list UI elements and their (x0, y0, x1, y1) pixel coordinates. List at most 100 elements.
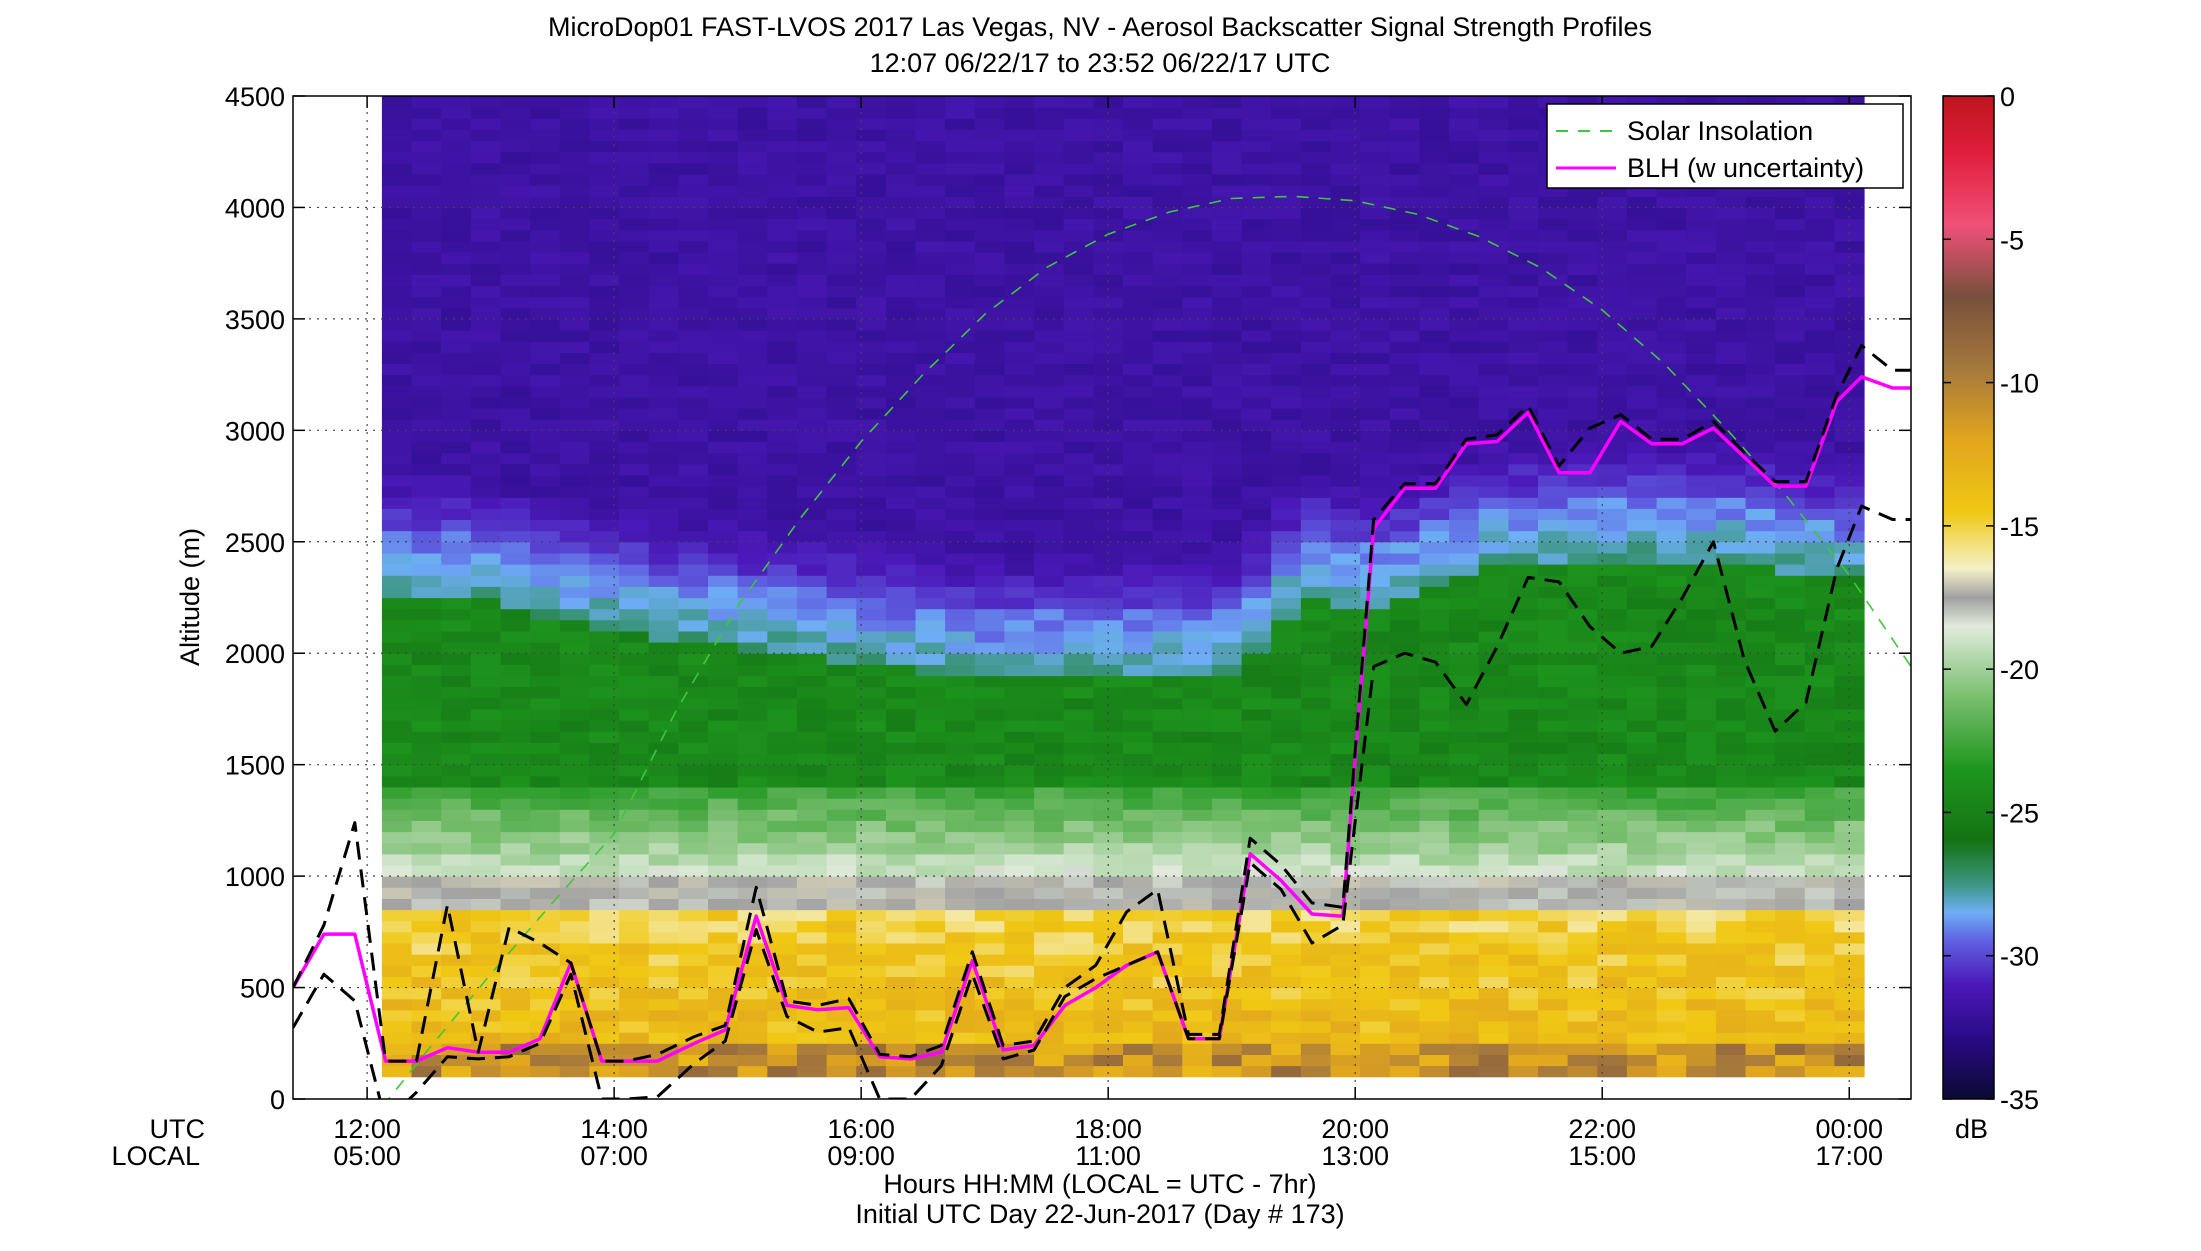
heatmap-cell (470, 1043, 502, 1055)
heatmap-cell (1419, 987, 1450, 1000)
heatmap-cell (1123, 965, 1154, 977)
heatmap-cell (1063, 474, 1094, 487)
heatmap-cell (1271, 575, 1302, 587)
heatmap-cell (1834, 352, 1865, 364)
heatmap-cell (826, 107, 857, 119)
heatmap-cell (1597, 196, 1628, 208)
heatmap-cell (915, 664, 946, 677)
heatmap-cell (1123, 419, 1154, 431)
heatmap-cell (559, 775, 590, 788)
heatmap-cell (915, 441, 946, 454)
heatmap-cell (826, 708, 857, 721)
heatmap-cell (648, 708, 679, 721)
heatmap-cell (1241, 118, 1272, 130)
heatmap-cell (648, 240, 679, 253)
heatmap-cell (500, 107, 531, 119)
heatmap-cell (1182, 151, 1213, 164)
heatmap-cell (856, 887, 887, 899)
x-tick-label-local: 13:00 (1321, 1141, 1389, 1171)
heatmap-cell (1300, 865, 1332, 877)
heatmap-cell (796, 296, 828, 309)
heatmap-cell (974, 798, 1005, 810)
heatmap-cell (1389, 452, 1420, 465)
heatmap-cell (1182, 196, 1213, 208)
heatmap-cell (411, 1043, 442, 1055)
heatmap-cell (678, 1043, 709, 1055)
heatmap-cell (826, 653, 857, 665)
heatmap-cell (708, 987, 739, 1000)
heatmap-cell (1330, 708, 1361, 721)
heatmap-cell (1330, 630, 1361, 643)
heatmap-cell (708, 686, 739, 699)
heatmap-cell (1360, 686, 1391, 699)
heatmap-cell (1804, 798, 1835, 810)
heatmap-cell (1271, 363, 1302, 376)
heatmap-cell (1449, 363, 1480, 376)
heatmap-cell (500, 976, 531, 989)
heatmap-cell (885, 764, 917, 777)
heatmap-cell (767, 318, 798, 331)
heatmap-cell (1360, 998, 1391, 1011)
heatmap-cell (1063, 887, 1094, 899)
heatmap-cell (1715, 519, 1747, 532)
heatmap-cell (1715, 1009, 1747, 1022)
heatmap-cell (1449, 619, 1480, 632)
heatmap-cell (1715, 1021, 1747, 1033)
heatmap-cell (1804, 898, 1835, 911)
heatmap-cell (559, 396, 590, 409)
heatmap-cell (1330, 463, 1361, 476)
heatmap-cell (530, 954, 561, 966)
heatmap-cell (1182, 798, 1213, 810)
heatmap-cell (974, 229, 1005, 242)
heatmap-cell (589, 497, 620, 509)
heatmap-cell (530, 96, 561, 108)
heatmap-cell (589, 318, 620, 331)
heatmap-cell (1360, 118, 1391, 130)
heatmap-cell (1182, 452, 1213, 465)
heatmap-cell (1626, 452, 1658, 465)
heatmap-cell (1241, 708, 1272, 721)
heatmap-cell (1745, 653, 1776, 665)
heatmap-cell (708, 753, 739, 766)
heatmap-cell (885, 330, 917, 342)
heatmap-cell (796, 196, 828, 208)
heatmap-cell (1775, 1054, 1806, 1067)
heatmap-cell (1152, 162, 1183, 175)
heatmap-cell (1538, 252, 1569, 264)
heatmap-cell (1004, 920, 1035, 933)
heatmap-cell (500, 452, 531, 465)
heatmap-cell (500, 218, 531, 231)
heatmap-cell (1715, 229, 1747, 242)
heatmap-cell (1715, 575, 1747, 587)
heatmap-cell (856, 419, 887, 431)
heatmap-cell (530, 753, 561, 766)
heatmap-cell (915, 162, 946, 175)
heatmap-cell (1182, 1021, 1213, 1033)
heatmap-cell (1656, 842, 1687, 855)
heatmap-cell (826, 118, 857, 130)
heatmap-cell (1360, 630, 1391, 643)
heatmap-cell (1419, 508, 1450, 520)
heatmap-cell (826, 775, 857, 788)
heatmap-cell (1063, 853, 1094, 866)
heatmap-cell (589, 396, 620, 409)
heatmap-cell (1034, 129, 1065, 142)
heatmap-cell (470, 408, 502, 420)
heatmap-cell (1152, 697, 1183, 710)
heatmap-cell (1715, 185, 1747, 197)
heatmap-cell (1508, 497, 1539, 509)
heatmap-cell (1775, 954, 1806, 966)
heatmap-cell (1093, 608, 1124, 621)
heatmap-cell (470, 185, 502, 197)
heatmap-cell (856, 642, 887, 654)
heatmap-cell (589, 307, 620, 320)
heatmap-cell (648, 151, 679, 164)
heatmap-cell (381, 820, 413, 833)
heatmap-cell (619, 998, 650, 1011)
heatmap-cell (1271, 497, 1302, 509)
heatmap-cell (1567, 697, 1598, 710)
heatmap-cell (974, 408, 1005, 420)
heatmap-cell (530, 597, 561, 610)
heatmap-cell (1567, 820, 1598, 833)
heatmap-cell (1449, 330, 1480, 342)
